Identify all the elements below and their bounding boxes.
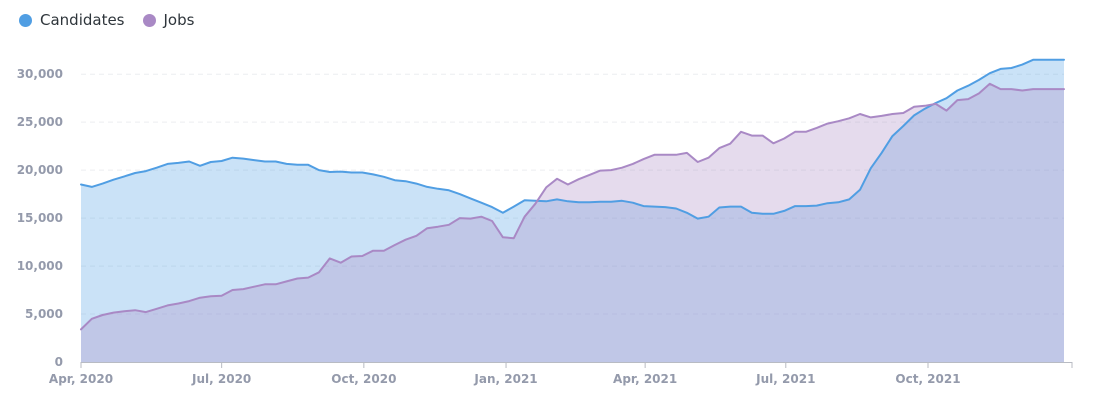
area-jobs — [81, 83, 1064, 363]
legend-label-jobs: Jobs — [163, 11, 195, 29]
legend-label-candidates: Candidates — [40, 11, 125, 29]
x-axis-ticks: Apr, 2020 Jul, 2020 Oct, 2020 Jan, 2021 Apr,… — [49, 362, 961, 386]
x-tick-label: Jan, 2021 — [473, 372, 537, 386]
area-candidates — [81, 59, 1064, 363]
y-tick-label: 10,000 — [17, 259, 63, 273]
y-tick-label: 25,000 — [17, 115, 63, 129]
x-tick-label: Oct, 2020 — [331, 372, 396, 386]
grid-lines — [81, 73, 1064, 315]
y-tick-label: 20,000 — [17, 163, 63, 177]
series-lines — [80, 58, 1065, 331]
axes — [81, 362, 1073, 368]
y-tick-label: 5,000 — [25, 307, 63, 321]
y-axis-ticks: 0 5,000 10,000 15,000 20,000 25,000 30,000 — [17, 67, 63, 369]
x-tick-label: Apr, 2021 — [613, 372, 677, 386]
line-candidates[interactable] — [80, 58, 1065, 220]
legend-item-candidates[interactable]: Candidates — [19, 11, 125, 29]
jobs-dot-icon — [142, 13, 156, 27]
x-tick-label: Jul, 2021 — [755, 372, 815, 386]
y-tick-label: 15,000 — [17, 211, 63, 225]
line-jobs[interactable] — [80, 82, 1065, 331]
y-tick-label: 0 — [55, 355, 63, 369]
series-areas — [81, 59, 1064, 363]
x-tick-label: Apr, 2020 — [49, 372, 113, 386]
x-tick-label: Oct, 2021 — [895, 372, 960, 386]
candidates-dot-icon — [19, 13, 32, 27]
legend: Candidates Jobs — [19, 9, 194, 31]
x-tick-label: Jul, 2020 — [191, 372, 251, 386]
legend-item-jobs[interactable]: Jobs — [142, 11, 195, 29]
y-tick-label: 30,000 — [17, 67, 63, 81]
